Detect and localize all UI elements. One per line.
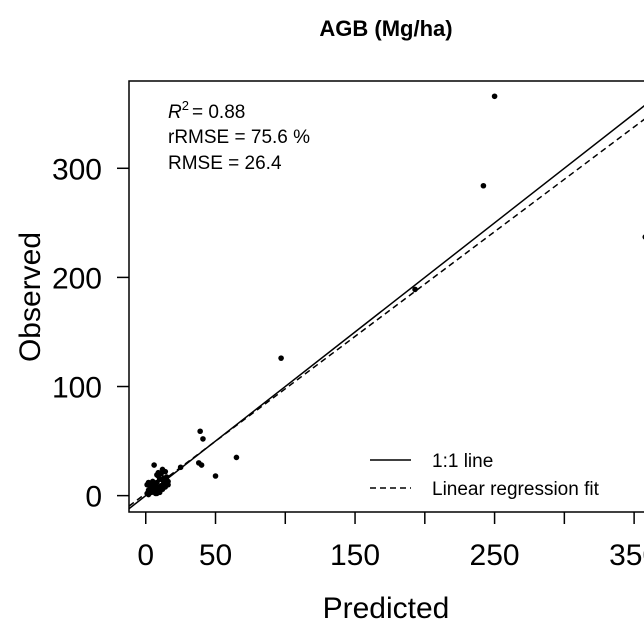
r2-value: = 0.88 (192, 102, 245, 123)
y-axis-title: Observed (14, 232, 47, 362)
data-point (149, 486, 156, 492)
chart-title: AGB (Mg/ha) (319, 16, 452, 41)
data-point (156, 489, 163, 496)
y-tick-label: 300 (52, 153, 102, 186)
x-tick-label: 350 (609, 539, 644, 572)
stats-annotation: R2 = 0.88 rRMSE = 75.6 % RMSE = 26.4 (168, 98, 310, 174)
data-point (155, 469, 162, 476)
data-point (151, 462, 157, 468)
r2-symbol: R (168, 102, 182, 123)
data-point (163, 474, 170, 480)
regression-fit-line (129, 118, 644, 507)
one-to-one-line (129, 105, 644, 510)
data-point (491, 93, 498, 100)
data-point (144, 481, 150, 488)
axes-layer: 0 50 150 250 350 0 100 200 300 (52, 153, 644, 572)
y-tick-label: 100 (52, 372, 102, 405)
x-tick-label: 50 (199, 539, 232, 572)
x-axis-title: Predicted (323, 592, 450, 620)
r2-superscript: 2 (182, 98, 189, 113)
rrmse-stat: rRMSE = 75.6 % (168, 127, 310, 148)
data-point (165, 478, 171, 485)
y-tick-label: 200 (52, 262, 102, 295)
x-tick-label: 250 (470, 539, 520, 572)
data-point (480, 182, 487, 189)
legend: 1:1 line Linear regression fit (370, 451, 600, 500)
y-tick-label: 0 (85, 481, 102, 514)
data-point (198, 462, 205, 468)
x-tick-label: 150 (330, 539, 380, 572)
data-point (412, 286, 418, 293)
r2-stat: R2 = 0.88 (168, 98, 245, 123)
data-point (152, 480, 159, 487)
data-point (197, 428, 203, 435)
data-point (200, 436, 206, 442)
legend-label-1-1-line: 1:1 line (432, 451, 493, 472)
data-layer (129, 93, 644, 510)
data-point (152, 490, 159, 497)
plot-frame (128, 80, 644, 513)
x-tick-label: 0 (137, 539, 154, 572)
data-point (278, 355, 284, 361)
data-point (159, 466, 166, 473)
data-point (177, 464, 184, 471)
data-point (233, 454, 240, 461)
rmse-stat: RMSE = 26.4 (168, 153, 282, 174)
legend-label-regression: Linear regression fit (432, 479, 600, 500)
data-point (212, 473, 219, 479)
